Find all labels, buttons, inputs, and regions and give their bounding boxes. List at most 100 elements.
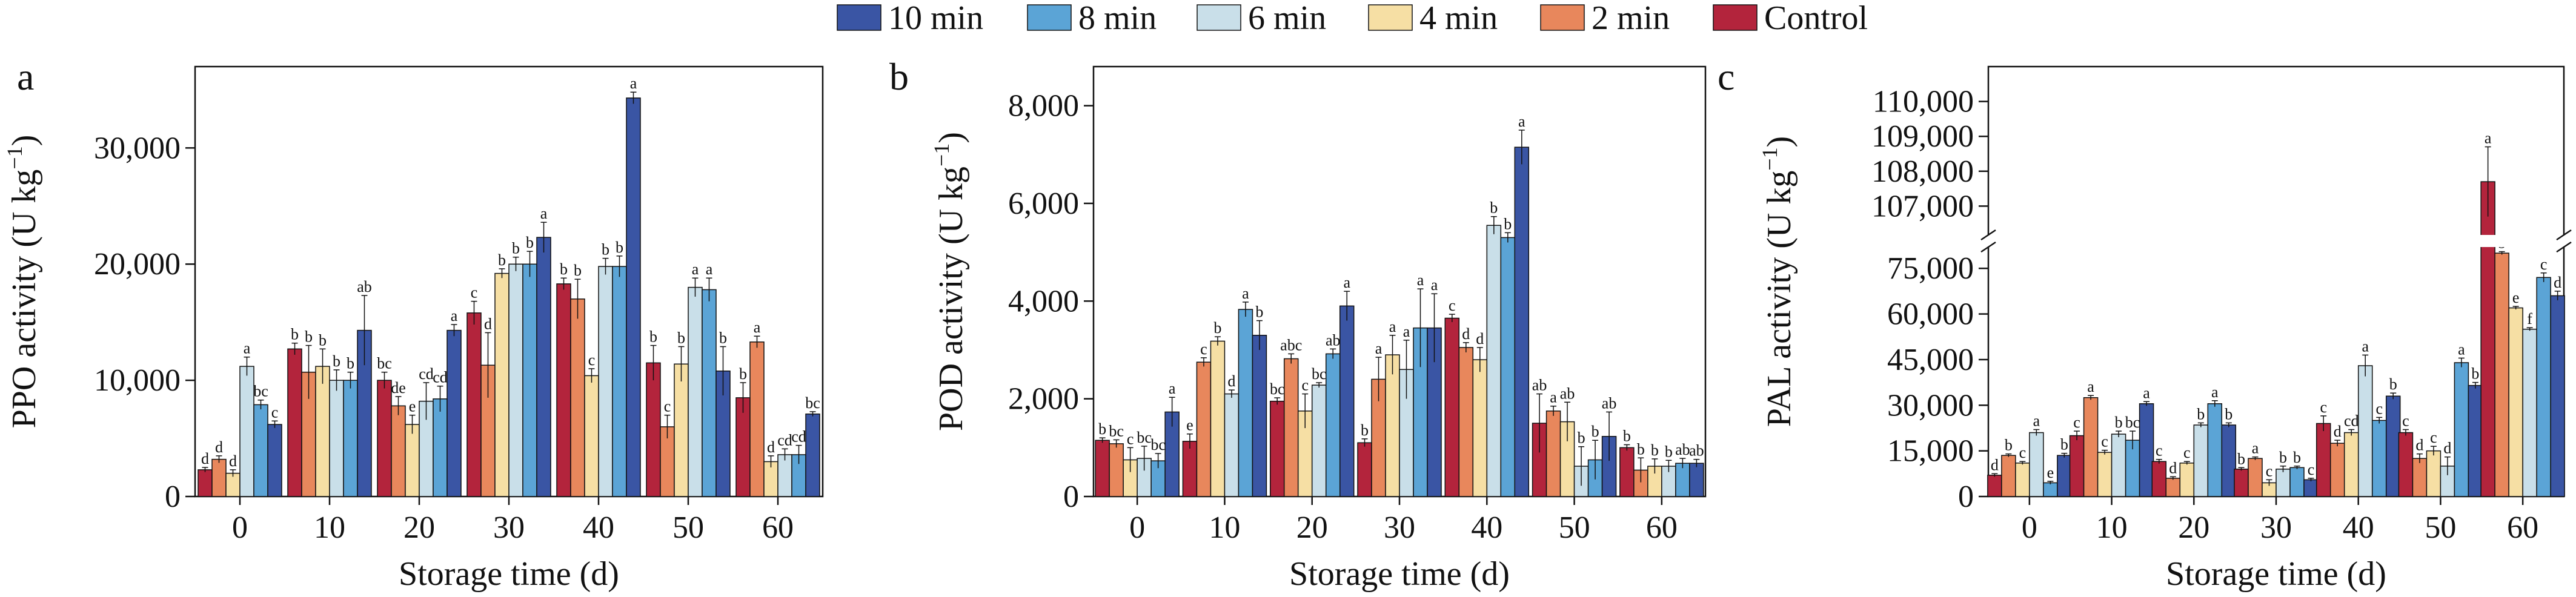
legend-label-t10: 10 min (888, 0, 983, 37)
bar-t6-40 (598, 266, 613, 497)
significance-letter: c (271, 403, 279, 421)
significance-letter: ab (1602, 394, 1617, 412)
bar-ctrl-40 (1444, 317, 1460, 497)
significance-letter: a (2458, 340, 2465, 358)
significance-letter: b (1504, 215, 1512, 233)
significance-letter: e (2512, 289, 2520, 306)
significance-letter: b (2225, 405, 2232, 423)
significance-letter: a (2087, 378, 2094, 395)
axis-break-mark (2556, 229, 2572, 241)
bar-ctrl-0 (1095, 440, 1110, 497)
significance-letter: b (1637, 440, 1645, 458)
significance-letter: b (333, 352, 340, 370)
bar-ctrl-60 (2480, 181, 2495, 497)
significance-letter: bc (1137, 429, 1152, 446)
x-tick-label: 0 (232, 510, 248, 545)
significance-letter: a (2362, 337, 2369, 355)
y-tick-label: 0 (1063, 480, 1079, 514)
bar-t2-20 (2165, 478, 2181, 497)
significance-letter: d (767, 438, 775, 456)
x-axis-title: Storage time (d) (399, 555, 619, 593)
bar-t10-40 (626, 97, 641, 497)
x-tick-label: 10 (2096, 510, 2128, 545)
significance-letter: d (2169, 459, 2177, 477)
significance-letter: bc (1270, 380, 1285, 398)
bar-t10-0 (267, 424, 282, 497)
y-tick-label: 4,000 (1008, 284, 1079, 318)
bar-t2-60 (749, 341, 765, 497)
bar-ctrl-10 (287, 348, 302, 497)
bar-ctrl-30 (466, 312, 482, 497)
significance-letter: d (2443, 440, 2451, 457)
bar-ctrl-50 (2398, 432, 2414, 497)
bar-t10-0 (2057, 455, 2072, 497)
bar-ctrl-60 (1619, 447, 1635, 497)
bar-t2-0 (1109, 443, 1124, 497)
bar-t8-50 (702, 289, 717, 497)
significance-letter: b (677, 329, 685, 346)
bar-t10-30 (2303, 479, 2319, 497)
bar-t10-10 (1252, 335, 1267, 497)
x-tick-label: 50 (2425, 510, 2456, 545)
bar-t6-20 (2193, 424, 2209, 497)
bar-t8-10 (1238, 309, 1253, 497)
significance-letter: b (1651, 441, 1659, 459)
significance-letter: ab (1532, 377, 1547, 394)
bar-t8-10 (343, 380, 358, 497)
bar-t4-0 (2015, 462, 2030, 497)
significance-letter: a (451, 307, 458, 325)
significance-letter: a (2033, 412, 2040, 429)
legend-swatch-t6 (1197, 4, 1241, 31)
significance-letter: a (1518, 113, 1525, 130)
bar-t10-40 (2385, 395, 2401, 497)
significance-letter: bc (1109, 422, 1124, 440)
bar-t10-50 (2468, 384, 2483, 497)
panel-letter: b (889, 55, 909, 98)
significance-letter: b (2115, 414, 2123, 431)
x-tick-label: 50 (672, 510, 704, 545)
bar-ctrl-0 (198, 469, 213, 497)
y-tick-label: 75,000 (1887, 251, 1974, 286)
significance-letter: b (739, 365, 747, 383)
significance-letter: a (1417, 271, 1424, 289)
significance-letter: b (1361, 421, 1369, 439)
y-axis-title: PPO activity (U kg−1) (2, 135, 43, 429)
x-tick-label: 0 (1129, 510, 1145, 545)
significance-letter: a (630, 74, 637, 92)
significance-letter: a (2252, 440, 2259, 457)
x-tick-label: 30 (2260, 510, 2292, 545)
bar-t2-0 (2001, 455, 2016, 497)
significance-letter: a (692, 260, 699, 278)
significance-letter: f (2527, 310, 2532, 328)
significance-letter: d (2415, 437, 2423, 454)
significance-letter: b (560, 260, 568, 278)
bar-t10-40 (1514, 147, 1530, 497)
y-tick-label: 109,000 (1871, 119, 1974, 154)
significance-letter: b (649, 328, 657, 346)
bar-t6-0 (2029, 432, 2044, 497)
x-tick-label: 10 (1209, 510, 1240, 545)
significance-letter: d (215, 438, 223, 456)
significance-letter: ab (1326, 331, 1341, 349)
significance-letter: a (1375, 340, 1383, 357)
x-tick-label: 20 (403, 510, 435, 545)
x-tick-label: 60 (2507, 510, 2538, 545)
bar-t6-30 (508, 263, 523, 497)
significance-letter: b (291, 326, 299, 343)
bar-t6-10 (1224, 393, 1240, 497)
significance-letter: a (754, 318, 761, 336)
significance-letter: c (2540, 256, 2548, 273)
y-axis-title: POD activity (U kg−1) (929, 132, 970, 431)
bar-t10-30 (536, 237, 551, 497)
bar-ctrl-30 (1357, 442, 1372, 497)
bar-ctrl-10 (1182, 441, 1198, 497)
bar-t10-10 (2139, 403, 2154, 497)
significance-letter: b (2293, 449, 2301, 466)
x-tick-label: 60 (1646, 510, 1678, 545)
significance-letter: e (409, 398, 416, 415)
significance-letter: c (471, 284, 478, 302)
significance-letter: a (1550, 389, 1557, 406)
legend-swatch-ctrl (1713, 4, 1758, 31)
bar-t10-60 (805, 414, 820, 497)
